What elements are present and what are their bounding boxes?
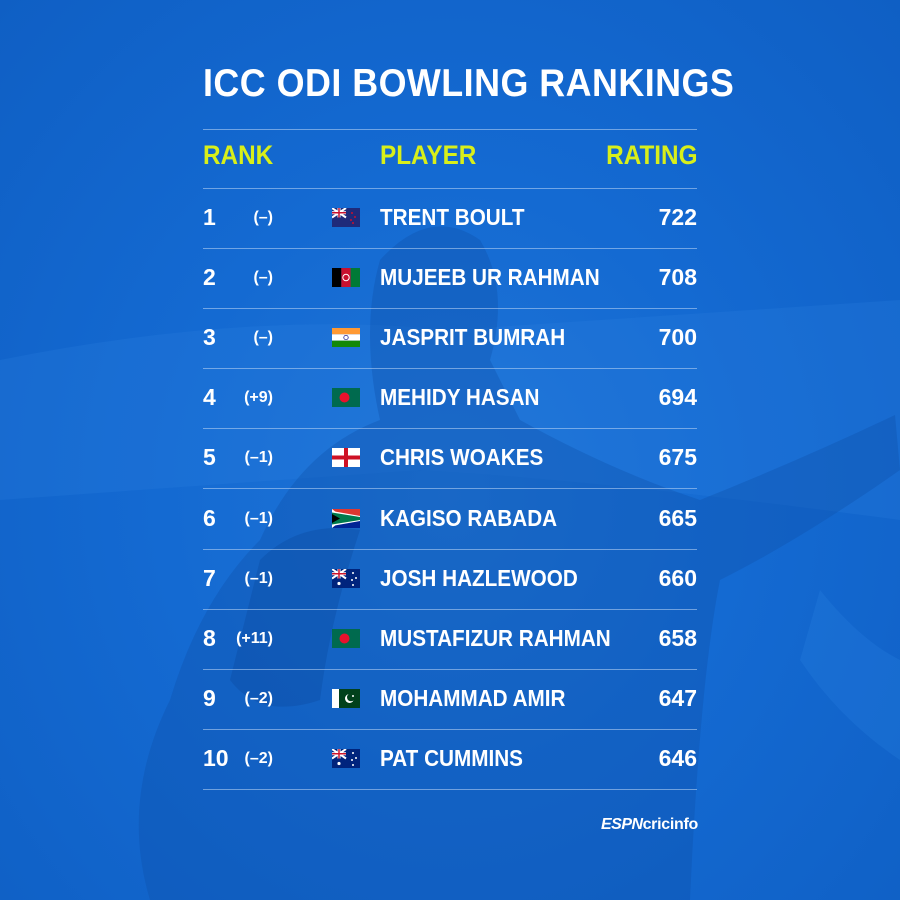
rank-number: 10: [203, 744, 229, 771]
rank-change: (–): [253, 329, 273, 347]
table-row: 8 (+11) MUSTAFIZUR RAHMAN 658: [203, 609, 697, 670]
pakistan-flag: [332, 689, 360, 708]
espncricinfo-logo: ESPNcricinfo: [601, 816, 698, 833]
rank-change: (–1): [244, 509, 273, 527]
rank-number: 1: [203, 204, 216, 230]
divider: [203, 668, 697, 670]
table-row: 9 (–2) MOHAMMAD AMIR 647: [203, 669, 697, 730]
bangladesh-flag: [332, 388, 360, 407]
afghanistan-flag: [332, 268, 360, 287]
divider: [203, 368, 697, 370]
divider: [203, 308, 697, 310]
rating-value: 660: [658, 564, 697, 591]
rank-number: 3: [203, 324, 216, 351]
rank-change: (+11): [236, 629, 273, 647]
player-name: PAT CUMMINS: [380, 744, 523, 771]
rating-value: 658: [658, 624, 697, 651]
player-name: JOSH HAZLEWOOD: [380, 564, 578, 591]
rankings-card: ICC ODI BOWLING RANKINGS RANK PLAYER RAT…: [203, 0, 735, 900]
divider: [203, 428, 697, 430]
table-row: 3 (–) JASPRIT BUMRAH 700: [203, 308, 697, 370]
player-name: MUJEEB UR RAHMAN: [380, 264, 600, 291]
table-row: 5 (–1) CHRIS WOAKES 675: [203, 428, 697, 490]
rating-value: 700: [658, 324, 697, 351]
rank-change: (–2): [244, 749, 273, 767]
rank-change: (–1): [244, 449, 273, 467]
rank-change: (–2): [244, 689, 273, 707]
rank-change: (–): [253, 209, 273, 226]
table-row: 1 (–) TRENT BOULT 722: [203, 188, 697, 249]
south-africa-flag: [332, 509, 360, 528]
rating-value: 665: [658, 504, 697, 531]
table-row: 10 (–2) PAT CUMMINS 646: [203, 729, 697, 790]
divider: [203, 188, 697, 189]
rank-number: 6: [203, 504, 216, 531]
page-title: ICC ODI BOWLING RANKINGS: [203, 62, 735, 105]
table-row: 6 (–1) KAGISO RABADA 665: [203, 489, 697, 550]
divider: [203, 488, 697, 490]
divider: [203, 788, 697, 790]
rating-value: 647: [658, 684, 697, 711]
divider: [203, 728, 697, 730]
divider: [203, 608, 697, 610]
rank-number: 7: [203, 564, 216, 591]
rating-value: 708: [658, 264, 697, 291]
rank-change: (+9): [244, 389, 273, 407]
player-name: CHRIS WOAKES: [380, 444, 544, 471]
rating-value: 694: [658, 384, 697, 411]
rank-number: 8: [203, 624, 216, 651]
new-zealand-flag: [332, 208, 360, 227]
divider: [203, 548, 697, 550]
header-player: PLAYER: [380, 140, 477, 170]
rating-value: 675: [658, 444, 697, 471]
bangladesh-flag: [332, 629, 360, 648]
rank-change: (–1): [244, 569, 273, 587]
england-flag: [332, 448, 360, 467]
rank-number: 4: [203, 384, 216, 411]
table-row: 7 (–1) JOSH HAZLEWOOD 660: [203, 549, 697, 610]
player-name: MUSTAFIZUR RAHMAN: [380, 624, 611, 651]
rank-number: 9: [203, 684, 216, 711]
australia-flag: [332, 749, 360, 768]
india-flag: [332, 328, 360, 347]
rating-value: 722: [658, 204, 697, 230]
header-rating: RATING: [605, 140, 697, 170]
header-rank: RANK: [203, 140, 274, 170]
player-name: MEHIDY HASAN: [380, 384, 540, 411]
rank-number: 5: [203, 444, 216, 471]
divider: [203, 248, 697, 249]
rank-change: (–): [253, 269, 273, 287]
divider: [203, 129, 697, 130]
player-name: TRENT BOULT: [380, 204, 525, 230]
player-name: KAGISO RABADA: [380, 504, 558, 531]
australia-flag: [332, 569, 360, 588]
player-name: JASPRIT BUMRAH: [380, 324, 566, 351]
table-row: 2 (–) MUJEEB UR RAHMAN 708: [203, 248, 697, 310]
rank-number: 2: [203, 264, 216, 291]
player-name: MOHAMMAD AMIR: [380, 684, 566, 711]
table-row: 4 (+9) MEHIDY HASAN 694: [203, 368, 697, 430]
rating-value: 646: [658, 744, 697, 771]
